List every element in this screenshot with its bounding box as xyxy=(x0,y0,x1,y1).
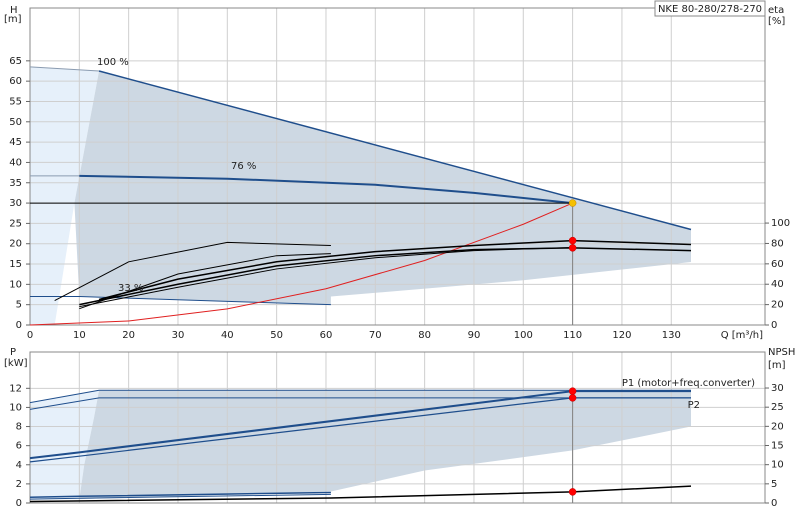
curve xyxy=(98,70,692,231)
x-tick-label: 120 xyxy=(612,330,631,341)
y2-tick-label: 100 xyxy=(771,218,790,229)
y-tick-label: 2 xyxy=(16,479,22,490)
y2-axis-unit: [m] xyxy=(768,360,786,371)
x-tick-label: 10 xyxy=(73,330,86,341)
curve xyxy=(79,247,573,308)
x-tick-label: 100 xyxy=(514,330,533,341)
operating-point xyxy=(568,387,577,395)
y2-axis-label: NPSH xyxy=(768,347,795,358)
curve xyxy=(29,397,692,463)
x-tick-label: 70 xyxy=(369,330,382,341)
x-tick-label: 20 xyxy=(122,330,135,341)
x-tick-label: 90 xyxy=(468,330,481,341)
y-axis-label: P xyxy=(10,347,16,358)
curve xyxy=(29,202,573,326)
y2-tick-label: 0 xyxy=(771,320,777,331)
y-axis-unit: [m] xyxy=(4,14,22,25)
title-box xyxy=(654,0,766,17)
y2-tick-label: 40 xyxy=(771,279,784,290)
curve xyxy=(79,174,573,205)
y2-tick-label: 0 xyxy=(771,498,777,509)
y-tick-label: 0 xyxy=(16,498,22,509)
x-tick-label: 60 xyxy=(320,330,333,341)
y-tick-label: 6 xyxy=(16,441,22,452)
y-tick-label: 15 xyxy=(9,259,22,270)
x-tick-label: 80 xyxy=(418,330,431,341)
operating-area xyxy=(30,390,100,500)
y-tick-label: 50 xyxy=(9,117,22,128)
y2-tick-label: 10 xyxy=(771,460,784,471)
operating-area xyxy=(74,70,692,305)
y-tick-label: 4 xyxy=(16,460,22,471)
curve xyxy=(29,491,331,499)
y-tick-label: 10 xyxy=(9,402,22,413)
annotation: 100 % xyxy=(97,57,129,68)
x-tick-label: 30 xyxy=(172,330,185,341)
y-tick-label: 30 xyxy=(9,198,22,209)
plot-frame xyxy=(29,7,766,326)
y-tick-label: 40 xyxy=(9,157,22,168)
y2-tick-label: 15 xyxy=(771,441,784,452)
annotation: 76 % xyxy=(231,161,256,172)
curve xyxy=(29,389,692,404)
y-tick-label: 10 xyxy=(9,279,22,290)
y-tick-label: 12 xyxy=(9,383,22,394)
annotation: 33 % xyxy=(118,283,143,294)
x-tick-label: 110 xyxy=(563,330,582,341)
operating-area xyxy=(79,390,692,500)
annotation: P1 (motor+freq.converter) xyxy=(622,378,755,389)
y2-tick-label: 5 xyxy=(771,479,777,490)
y-tick-label: 60 xyxy=(9,76,22,87)
curve xyxy=(54,241,331,301)
y-tick-label: 55 xyxy=(9,96,22,107)
x-tick-label: 50 xyxy=(270,330,283,341)
operating-point xyxy=(568,199,577,207)
annotation: P2 xyxy=(688,400,700,411)
y2-tick-label: 30 xyxy=(771,383,784,394)
y2-axis-label: eta xyxy=(768,5,784,16)
y2-tick-label: 25 xyxy=(771,402,784,413)
y-tick-label: 20 xyxy=(9,239,22,250)
y2-tick-label: 80 xyxy=(771,238,784,249)
y2-tick-label: 20 xyxy=(771,421,784,432)
curve xyxy=(29,397,692,410)
operating-point xyxy=(568,236,577,245)
x-tick-label: 130 xyxy=(662,330,681,341)
chart-title: NKE 80-280/278-270 xyxy=(658,4,762,15)
curve xyxy=(30,296,331,306)
operating-point xyxy=(568,488,577,496)
curve xyxy=(29,485,692,503)
operating-point xyxy=(568,244,577,252)
x-tick-label: 0 xyxy=(27,330,33,341)
curve xyxy=(29,390,692,460)
y-axis-label: H xyxy=(10,5,18,16)
y-tick-label: 35 xyxy=(9,178,22,189)
plot-frame xyxy=(29,351,766,504)
curve xyxy=(29,66,100,72)
y-tick-label: 5 xyxy=(16,300,22,311)
x-tick-label: 40 xyxy=(221,330,234,341)
y-tick-label: 0 xyxy=(16,320,22,331)
y-tick-label: 65 xyxy=(9,56,22,67)
y2-tick-label: 20 xyxy=(771,300,784,311)
y-tick-label: 25 xyxy=(9,218,22,229)
operating-area xyxy=(30,66,100,325)
y-tick-label: 8 xyxy=(16,422,22,433)
x-axis-label: Q [m³/h] xyxy=(721,330,763,341)
y2-tick-label: 60 xyxy=(771,259,784,270)
curve xyxy=(29,493,331,500)
y-tick-label: 45 xyxy=(9,137,22,148)
y-axis-unit: [kW] xyxy=(4,358,28,369)
operating-point xyxy=(568,394,577,402)
y2-axis-unit: [%] xyxy=(768,16,785,27)
